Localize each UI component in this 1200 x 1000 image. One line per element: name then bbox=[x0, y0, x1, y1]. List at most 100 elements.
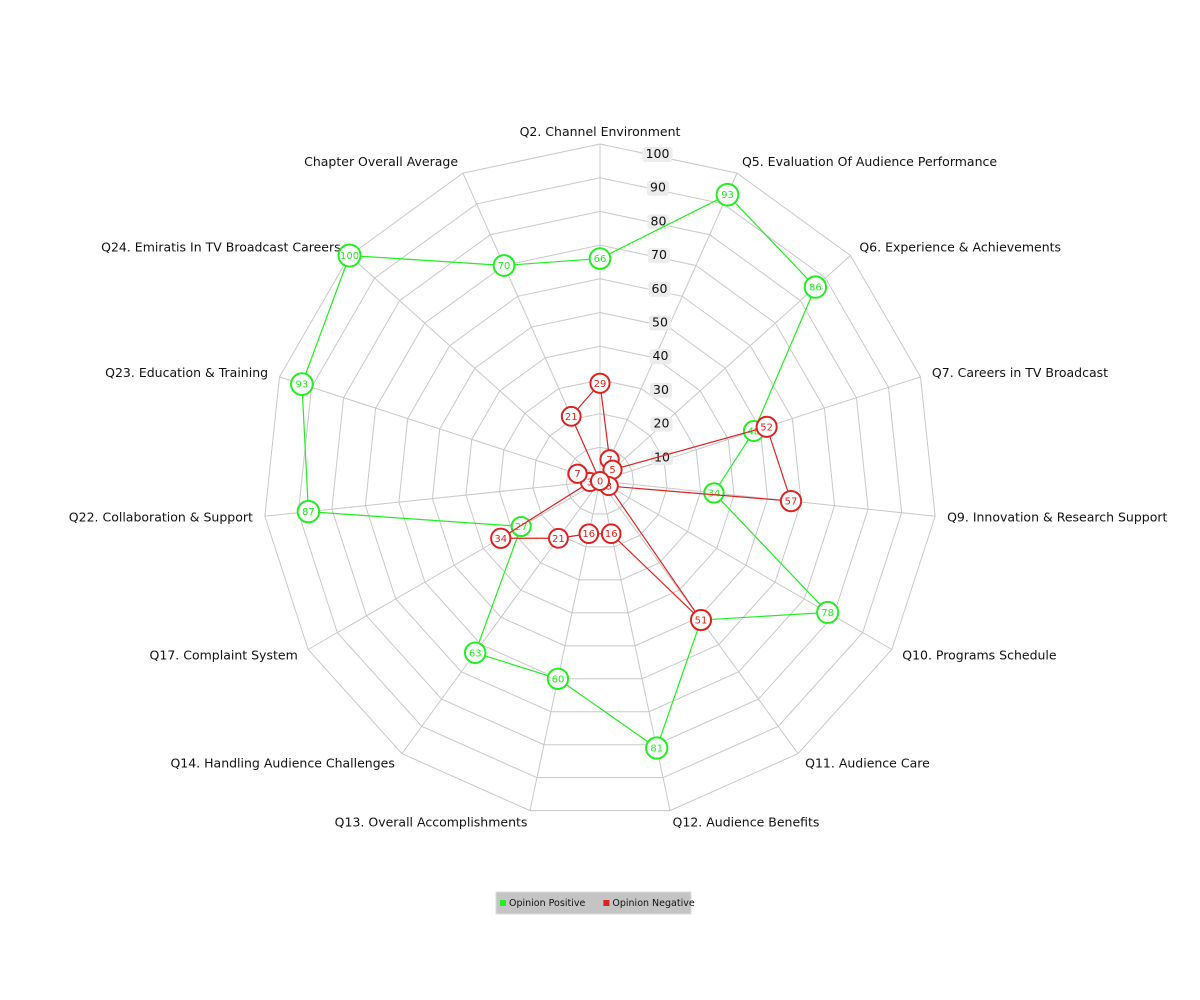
data-point[interactable] bbox=[588, 247, 612, 270]
tick-label: 90 bbox=[650, 180, 666, 195]
data-point[interactable] bbox=[337, 243, 362, 268]
data-point[interactable] bbox=[463, 641, 487, 665]
data-point[interactable] bbox=[590, 471, 610, 491]
axis-label: Q12. Audience Benefits bbox=[673, 814, 820, 829]
data-label: 5 bbox=[609, 465, 615, 476]
tick-label-bg bbox=[647, 180, 669, 196]
tick-label-bg bbox=[649, 315, 671, 331]
tick-label: 80 bbox=[651, 213, 667, 228]
data-label: 66 bbox=[594, 254, 607, 265]
grid-ring bbox=[465, 345, 735, 614]
axis-label: Q10. Programs Schedule bbox=[902, 648, 1057, 663]
data-point[interactable] bbox=[803, 275, 828, 299]
data-label: 3 bbox=[606, 482, 612, 493]
data-point[interactable] bbox=[492, 254, 516, 277]
grid-ring bbox=[364, 244, 836, 713]
data-point[interactable] bbox=[578, 523, 600, 545]
data-point[interactable] bbox=[600, 523, 622, 545]
grid-ring bbox=[398, 278, 802, 680]
data-label: 48 bbox=[747, 427, 760, 438]
data-point[interactable] bbox=[589, 372, 611, 394]
axis-label: Q24. Emiratis In TV Broadcast Careers bbox=[101, 239, 341, 254]
data-label: 81 bbox=[650, 744, 663, 755]
grid-ring bbox=[331, 210, 869, 746]
data-label: 3 bbox=[587, 478, 593, 489]
legend-swatch bbox=[500, 900, 506, 906]
data-label: 87 bbox=[302, 507, 315, 518]
data-point[interactable] bbox=[645, 736, 669, 760]
data-label: 52 bbox=[760, 422, 773, 433]
data-point[interactable] bbox=[290, 372, 314, 397]
data-point[interactable] bbox=[567, 463, 588, 484]
data-label: 34 bbox=[708, 488, 721, 499]
data-label: 93 bbox=[296, 380, 309, 391]
series: 6693864834785181606327879310070297552573… bbox=[290, 182, 840, 760]
data-label: 27 bbox=[515, 522, 528, 533]
data-label: 34 bbox=[494, 534, 507, 545]
data-point[interactable] bbox=[690, 609, 713, 632]
axis-label: Q2. Channel Environment bbox=[520, 124, 681, 139]
data-point[interactable] bbox=[560, 405, 582, 427]
tick-label: 30 bbox=[653, 382, 669, 397]
data-point[interactable] bbox=[703, 482, 725, 504]
axis-label: Q13. Overall Accomplishments bbox=[335, 814, 528, 829]
tick-label: 70 bbox=[651, 247, 667, 262]
tick-label-bg bbox=[648, 281, 671, 297]
tick-label: 10 bbox=[654, 449, 670, 464]
data-label: 63 bbox=[469, 648, 482, 659]
data-point[interactable] bbox=[816, 600, 840, 624]
axis-label: Q9. Innovation & Research Support bbox=[947, 509, 1167, 524]
data-point[interactable] bbox=[755, 415, 778, 438]
data-label: 100 bbox=[340, 251, 359, 262]
data-label: 78 bbox=[821, 608, 834, 619]
data-label: 21 bbox=[565, 412, 578, 423]
grid-ring bbox=[297, 177, 903, 779]
tick-label-bg bbox=[647, 214, 670, 230]
series-group: 297552573511616213437021 bbox=[490, 372, 803, 632]
legend: Opinion Positive Opinion Negative bbox=[495, 891, 695, 915]
data-point[interactable] bbox=[547, 527, 569, 549]
axis-label: Q11. Audience Care bbox=[805, 755, 930, 770]
axis-label: Q7. Careers in TV Broadcast bbox=[932, 365, 1108, 380]
data-label: 60 bbox=[552, 674, 565, 685]
data-point[interactable] bbox=[715, 182, 740, 207]
legend-entry[interactable]: Opinion Negative bbox=[612, 898, 694, 909]
grid-spoke bbox=[599, 480, 893, 650]
data-point[interactable] bbox=[296, 499, 321, 524]
data-label: 86 bbox=[809, 283, 822, 294]
grid-spoke bbox=[401, 480, 601, 754]
grid-ring bbox=[431, 311, 769, 647]
axis-labels: Q2. Channel Environment Q5. Evaluation Of… bbox=[69, 124, 1168, 829]
legend-box bbox=[495, 891, 692, 915]
tick-label: 60 bbox=[652, 281, 668, 296]
tick-labels: 10 20 30 40 50 60 70 80 90 100 bbox=[642, 146, 673, 466]
data-label: 0 bbox=[597, 477, 603, 488]
series-group: 6693864834785181606327879310070 bbox=[290, 182, 840, 760]
data-label: 7 bbox=[574, 469, 580, 480]
axis-label: Chapter Overall Average bbox=[304, 154, 458, 169]
data-point[interactable] bbox=[546, 667, 570, 690]
legend-swatch bbox=[603, 900, 610, 906]
axis-label: Q23. Education & Training bbox=[105, 365, 268, 380]
series-line bbox=[301, 193, 829, 749]
tick-label-bg bbox=[650, 382, 672, 398]
tick-label: 40 bbox=[653, 348, 669, 363]
grid-spoke bbox=[279, 376, 601, 482]
data-label: 16 bbox=[582, 529, 595, 540]
axis-label: Q5. Evaluation Of Audience Performance bbox=[742, 154, 997, 169]
axis-label: Q14. Handling Audience Challenges bbox=[170, 755, 394, 770]
grid-ring bbox=[498, 379, 702, 581]
grid-ring bbox=[532, 413, 668, 548]
data-label: 51 bbox=[695, 616, 708, 627]
legend-entry[interactable]: Opinion Positive bbox=[509, 898, 585, 909]
tick-label: 20 bbox=[654, 416, 670, 431]
data-point[interactable] bbox=[490, 527, 512, 549]
tick-label-bg bbox=[642, 147, 673, 162]
data-point[interactable] bbox=[779, 489, 803, 513]
data-label: 93 bbox=[721, 190, 734, 201]
tick-label-bg bbox=[650, 416, 673, 432]
data-label: 16 bbox=[605, 529, 618, 540]
grid-spoke bbox=[307, 480, 601, 650]
